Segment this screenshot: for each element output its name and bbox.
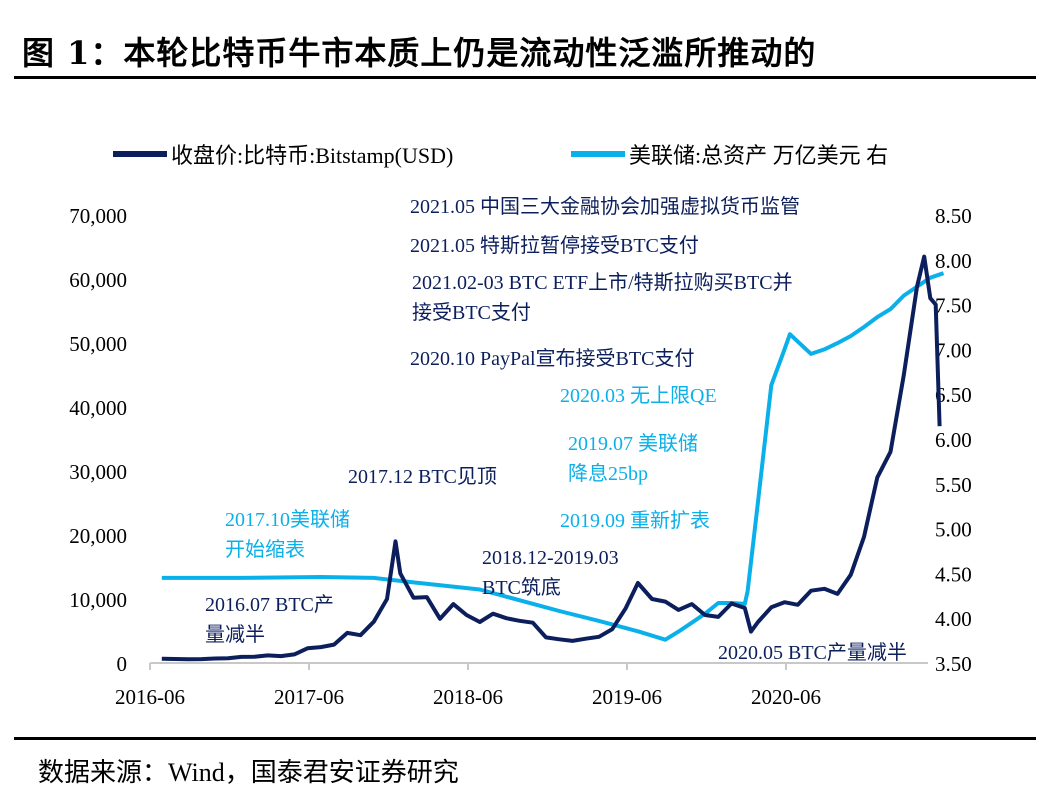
annotation-line: 2016.07 BTC产 [205,594,334,616]
y-right-tick-label: 7.50 [935,294,972,318]
legend-swatch-fed [571,151,625,157]
y-left-tick-label: 40,000 [69,396,127,420]
annotation-line: 降息25bp [568,463,648,485]
annotation-paypal: 2020.10 PayPal宣布接受BTC支付 [410,344,694,374]
annotation-line: 2021.02-03 BTC ETF上市/特斯拉购买BTC并 [412,272,793,294]
btc-price-line [161,254,942,662]
x-tick-label: 2017-06 [274,685,344,709]
y-left-tick-label: 20,000 [69,524,127,548]
source-note: 数据来源：Wind，国泰君安证券研究 [38,758,459,787]
annotation-line: 2019.07 美联储 [568,433,698,455]
y-left-tick-label: 30,000 [69,460,127,484]
annotation-line: 2020.03 无上限QE [560,385,717,407]
annotation-fed-taper: 2017.10美联储 开始缩表 [225,505,350,565]
legend-item-btc: 收盘价:比特币:Bitstamp(USD) [113,138,453,170]
annotation-halving-2016: 2016.07 BTC产 量减半 [205,590,334,650]
annotation-rate-cut: 2019.07 美联储 降息25bp [568,429,698,489]
y-right-tick-label: 4.50 [935,562,972,586]
y-right-tick-label: 6.00 [935,428,972,452]
annotation-halving-2020: 2020.05 BTC产量减半 [718,638,907,668]
annotation-line: 2021.05 特斯拉暂停接受BTC支付 [410,235,699,257]
y-right-tick-label: 4.00 [935,607,972,631]
legend-label-fed: 美联储:总资产 万亿美元 右 [629,143,889,168]
legend-item-fed: 美联储:总资产 万亿美元 右 [571,138,888,170]
annotation-line: 2020.05 BTC产量减半 [718,642,907,664]
annotation-unlimited-qe: 2020.03 无上限QE [560,381,717,411]
annotation-line: BTC筑底 [482,577,561,599]
y-right-tick-label: 8.00 [935,249,972,273]
figure-title: 图 1：本轮比特币牛市本质上仍是流动性泛滥所推动的 [22,34,817,72]
y-left-tick-label: 50,000 [69,332,127,356]
annotation-btc-peak: 2017.12 BTC见顶 [348,462,497,492]
y-left-tick-label: 0 [117,652,128,676]
annotation-line: 开始缩表 [225,539,305,561]
y-right-tick-label: 3.50 [935,652,972,676]
annotation-line: 2021.05 中国三大金融协会加强虚拟货币监管 [410,196,800,218]
x-tick-label: 2020-06 [751,685,821,709]
y-left-tick-label: 60,000 [69,268,127,292]
legend-swatch-btc [113,151,167,157]
annotation-etf-tesla: 2021.02-03 BTC ETF上市/特斯拉购买BTC并 接受BTC支付 [412,268,793,328]
y-right-tick-label: 6.50 [935,383,972,407]
x-tick-label: 2019-06 [592,685,662,709]
annotation-line: 2017.10美联储 [225,509,350,531]
y-right-tick-label: 5.00 [935,518,972,542]
y-right-tick-label: 7.00 [935,338,972,362]
y-left-tick-label: 70,000 [69,204,127,228]
annotation-line: 量减半 [205,624,265,646]
title-rule [14,76,1036,79]
annotation-balance-sheet-expansion: 2019.09 重新扩表 [560,506,710,536]
source-rule [14,737,1036,740]
annotation-line: 2020.10 PayPal宣布接受BTC支付 [410,348,695,370]
y-right-tick-label: 5.50 [935,473,972,497]
fed-assets-line [161,271,945,642]
y-right-tick-label: 8.50 [935,204,972,228]
annotation-btc-bottom: 2018.12-2019.03 BTC筑底 [482,543,619,603]
y-left-tick-label: 10,000 [69,588,127,612]
annotation-line: 接受BTC支付 [412,302,531,324]
x-tick-label: 2018-06 [433,685,503,709]
annotation-china-regulation: 2021.05 中国三大金融协会加强虚拟货币监管 [410,192,800,222]
annotation-line: 2018.12-2019.03 [482,547,619,569]
annotation-line: 2019.09 重新扩表 [560,510,710,532]
legend-label-btc: 收盘价:比特币:Bitstamp(USD) [171,143,454,168]
x-tick-label: 2016-06 [115,685,185,709]
annotation-tesla-pause: 2021.05 特斯拉暂停接受BTC支付 [410,231,699,261]
annotation-line: 2017.12 BTC见顶 [348,466,497,488]
